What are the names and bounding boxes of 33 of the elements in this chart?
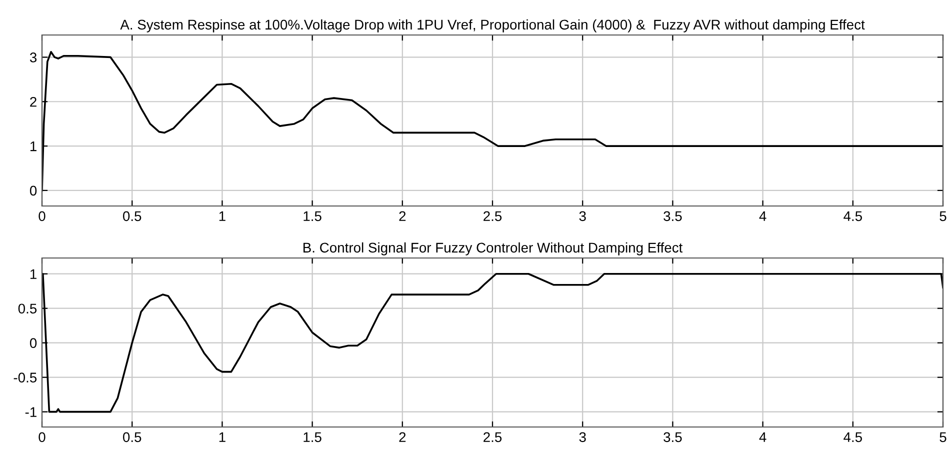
x-tick-label: 0.5 bbox=[122, 211, 142, 222]
x-tick-label: 0 bbox=[38, 432, 46, 442]
y-tick-label: 2 bbox=[30, 96, 36, 107]
x-tick-label: 3 bbox=[579, 211, 586, 222]
y-tick-label: 1 bbox=[30, 269, 36, 279]
x-tick-label: 4.5 bbox=[844, 432, 862, 442]
x-tick-label: 1.5 bbox=[304, 432, 322, 442]
x-tick-label: 3.5 bbox=[664, 432, 682, 442]
x-tick-label: 4.5 bbox=[844, 211, 862, 222]
y-tick-label: 0 bbox=[30, 186, 37, 196]
chart-title: B. Control Signal For Fuzzy Controler Without Damping Effect bbox=[303, 242, 683, 256]
y-tick-label: -0.5 bbox=[14, 372, 37, 383]
y-tick-label: 0.5 bbox=[18, 304, 37, 314]
x-tick-label: 3 bbox=[579, 432, 586, 442]
x-tick-label: 5 bbox=[940, 432, 946, 442]
x-tick-label: 4 bbox=[759, 432, 766, 442]
y-tick-label: 0 bbox=[30, 338, 37, 348]
y-tick-label: 3 bbox=[30, 52, 37, 62]
x-tick-label: 5 bbox=[940, 211, 946, 222]
x-tick-label: 4 bbox=[759, 211, 766, 221]
chart-title: A. System Respinse at 100%.Voltage Drop with 1PU Vref, Proportional Gain (4000) & Fuzzy AVR without damping Effect bbox=[120, 19, 865, 32]
y-tick-label: -1 bbox=[25, 407, 36, 417]
x-tick-label: 2 bbox=[399, 211, 406, 221]
x-tick-label: 1 bbox=[219, 432, 226, 442]
x-tick-label: 2.5 bbox=[484, 211, 502, 222]
x-tick-label: 1 bbox=[219, 211, 226, 221]
x-tick-label: 0 bbox=[38, 211, 46, 222]
x-tick-label: 0.5 bbox=[122, 432, 142, 442]
y-tick-label: 1 bbox=[30, 142, 36, 152]
x-tick-label: 2 bbox=[399, 432, 406, 442]
x-tick-label: 1.5 bbox=[304, 211, 322, 222]
x-tick-label: 2.5 bbox=[484, 432, 502, 442]
x-tick-label: 3.5 bbox=[664, 211, 682, 222]
